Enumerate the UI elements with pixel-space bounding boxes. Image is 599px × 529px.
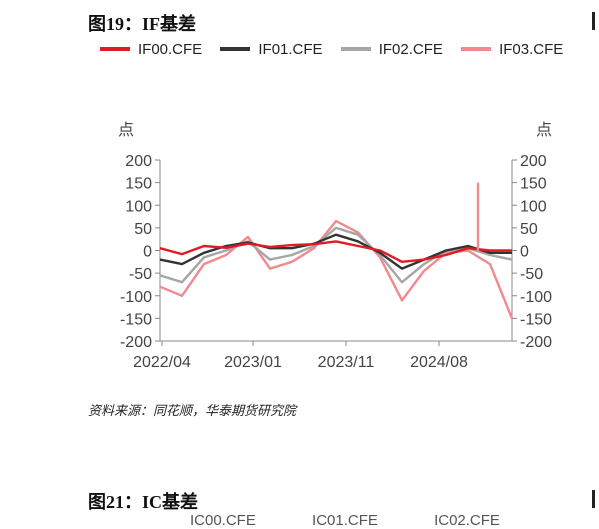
x-tick-label: 2023/01 bbox=[224, 354, 282, 371]
legend-swatch-if03 bbox=[461, 47, 492, 51]
y-tick-label-left: -150 bbox=[120, 311, 152, 328]
y-unit-right: 点 bbox=[536, 122, 553, 139]
y-tick-label-right: 200 bbox=[520, 153, 547, 170]
next-legend-label-0: IC00.CFE bbox=[190, 512, 256, 529]
legend-label-if03: IF03.CFE bbox=[499, 40, 564, 58]
y-tick-label-left: 0 bbox=[143, 244, 152, 261]
y-tick-label-right: 100 bbox=[520, 198, 547, 215]
source-note: 资料来源：同花顺，华泰期货研究院 bbox=[88, 403, 297, 418]
series-line-if00-cfe bbox=[159, 240, 512, 263]
y-tick-label-right: -200 bbox=[520, 334, 552, 351]
edge-marker-bottom bbox=[592, 490, 595, 508]
y-tick-label-right: -50 bbox=[520, 266, 543, 283]
next-legend-label-2: IC02.CFE bbox=[434, 512, 500, 529]
y-tick-label-left: 100 bbox=[125, 198, 152, 215]
edge-marker-top bbox=[592, 12, 595, 30]
figure-title: 图19：IF基差 bbox=[88, 14, 196, 34]
y-tick-label-left: 200 bbox=[125, 153, 152, 170]
x-tick-label: 2022/04 bbox=[133, 354, 191, 371]
basis-line-chart: 200 200 150 150 100 100 50 50 0 0 -50 -50 -100 -100 -1… bbox=[120, 153, 552, 371]
next-figure-title: 图21：IC基差 bbox=[88, 492, 199, 512]
y-tick-label-right: 150 bbox=[520, 176, 547, 193]
y-tick-label-right: 0 bbox=[520, 244, 529, 261]
y-tick-label-right: 50 bbox=[520, 221, 538, 238]
next-legend-label-1: IC01.CFE bbox=[312, 512, 378, 529]
series-line-if02-cfe bbox=[159, 226, 513, 284]
legend-swatch-if00 bbox=[100, 47, 130, 51]
legend-item-if02: IF02.CFE bbox=[340, 40, 443, 58]
legend-swatch-if01 bbox=[220, 47, 251, 51]
chart-legend: IF00.CFE IF01.CFE IF02.CFE IF03.CFE bbox=[100, 38, 577, 58]
y-tick-label-left: 50 bbox=[134, 221, 152, 238]
legend-label-if02: IF02.CFE bbox=[378, 40, 443, 58]
y-tick-label-left: -200 bbox=[120, 334, 152, 351]
legend-item-if03: IF03.CFE bbox=[461, 41, 563, 58]
legend-item-if00: IF00.CFE bbox=[100, 41, 202, 58]
next-figure-legend: IC00.CFE IC01.CFE IC02.CFE bbox=[190, 512, 552, 529]
y-unit-left: 点 bbox=[118, 122, 135, 139]
x-tick-label: 2024/08 bbox=[410, 354, 468, 371]
legend-item-if01: IF01.CFE bbox=[220, 40, 323, 58]
legend-label-if01: IF01.CFE bbox=[258, 40, 323, 58]
y-tick-label-left: 150 bbox=[125, 176, 152, 193]
legend-label-if00: IF00.CFE bbox=[138, 40, 203, 58]
y-tick-label-left: -50 bbox=[129, 266, 152, 283]
x-tick-label: 2023/11 bbox=[318, 354, 375, 371]
legend-swatch-if02 bbox=[340, 47, 371, 51]
y-tick-label-left: -100 bbox=[120, 289, 152, 306]
y-tick-label-right: -100 bbox=[520, 289, 552, 306]
y-tick-label-right: -150 bbox=[520, 311, 552, 328]
